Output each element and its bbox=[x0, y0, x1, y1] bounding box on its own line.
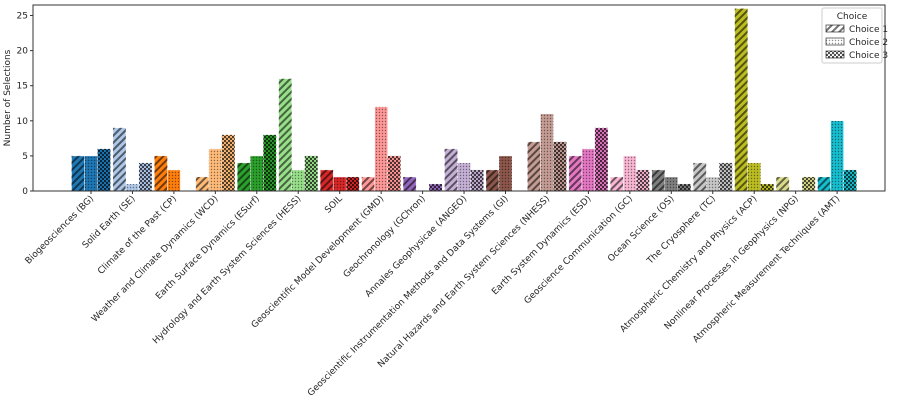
bar bbox=[540, 113, 554, 192]
bar bbox=[278, 78, 292, 192]
bar bbox=[734, 8, 748, 192]
bar bbox=[706, 176, 720, 192]
x-tick-label: Climate of the Past (CP) bbox=[96, 194, 179, 277]
bar bbox=[527, 141, 541, 192]
bar bbox=[775, 176, 790, 192]
bar bbox=[581, 148, 596, 192]
bar bbox=[345, 176, 360, 192]
y-tick-label: 0 bbox=[22, 187, 28, 197]
legend-label: Choice 1 bbox=[849, 25, 888, 35]
y-tick-label: 15 bbox=[17, 82, 28, 92]
bar bbox=[250, 155, 264, 192]
x-tick-label: Atmospheric Measurement Techniques (AMT) bbox=[691, 194, 842, 345]
x-axis: Biogeosciences (BG)Solid Earth (SE)Clima… bbox=[24, 191, 842, 399]
legend: Choice Choice 1 Choice 2 Choice 3 bbox=[821, 7, 888, 64]
bar bbox=[84, 155, 98, 192]
legend-item: Choice 2 bbox=[825, 37, 888, 48]
x-tick-label: Hydrology and Earth System Sciences (HES… bbox=[151, 194, 303, 346]
bar bbox=[97, 148, 111, 192]
bar bbox=[221, 134, 236, 192]
x-tick-label: SOIL bbox=[323, 194, 345, 216]
bar bbox=[291, 169, 305, 192]
bar bbox=[651, 169, 666, 192]
bar bbox=[402, 176, 417, 192]
y-axis: 0 5 10 15 20 25 bbox=[17, 12, 33, 197]
bar bbox=[332, 176, 347, 192]
bar bbox=[568, 155, 583, 192]
y-axis-label: Number of Selections bbox=[3, 49, 13, 146]
bar bbox=[304, 155, 318, 192]
bar bbox=[167, 169, 181, 192]
bar bbox=[693, 162, 707, 192]
bar bbox=[319, 169, 334, 192]
x-tick-label: Biogeosciences (BG) bbox=[24, 194, 96, 266]
legend-label: Choice 2 bbox=[849, 38, 888, 48]
bar bbox=[428, 183, 443, 192]
y-tick-label: 20 bbox=[17, 47, 29, 57]
bar bbox=[498, 155, 513, 192]
x-tick-label: Geochronology (GChron) bbox=[342, 194, 428, 280]
bar bbox=[457, 162, 471, 192]
bar bbox=[71, 155, 85, 192]
bar bbox=[801, 176, 816, 192]
bar bbox=[138, 162, 153, 192]
bar bbox=[677, 183, 692, 192]
x-tick-label: The Cryosphere (TC) bbox=[645, 194, 718, 267]
bar bbox=[623, 155, 637, 192]
bar bbox=[237, 162, 251, 192]
legend-item: Choice 3 bbox=[825, 50, 888, 61]
bar bbox=[387, 155, 401, 192]
bar bbox=[760, 183, 774, 192]
bar bbox=[830, 120, 844, 192]
bar bbox=[610, 176, 624, 192]
y-tick-label: 10 bbox=[17, 117, 29, 127]
bar bbox=[843, 169, 857, 192]
bar bbox=[112, 127, 127, 192]
bar bbox=[263, 134, 277, 192]
bar bbox=[664, 176, 679, 192]
bar bbox=[154, 155, 168, 192]
legend-item: Choice 1 bbox=[825, 24, 888, 35]
y-tick-label: 5 bbox=[22, 152, 28, 162]
y-tick-label: 25 bbox=[17, 12, 28, 22]
bar bbox=[125, 183, 140, 192]
bar bbox=[444, 148, 458, 192]
bar bbox=[374, 106, 388, 192]
bar bbox=[470, 169, 484, 192]
bar bbox=[747, 162, 761, 192]
bar bbox=[195, 176, 210, 192]
bar bbox=[719, 162, 733, 192]
bar bbox=[636, 169, 650, 192]
x-tick-label: Geoscientific Instrumentation Methods an… bbox=[306, 194, 511, 399]
bar bbox=[817, 176, 831, 192]
bar bbox=[485, 169, 500, 192]
plot-frame bbox=[32, 4, 886, 192]
bars-layer bbox=[71, 8, 857, 192]
legend-label: Choice 3 bbox=[849, 51, 888, 61]
bar bbox=[553, 141, 567, 192]
bar bbox=[361, 176, 375, 192]
bar bbox=[208, 148, 223, 192]
legend-title: Choice bbox=[837, 12, 868, 22]
legend-box bbox=[821, 7, 883, 64]
bar bbox=[594, 127, 609, 192]
